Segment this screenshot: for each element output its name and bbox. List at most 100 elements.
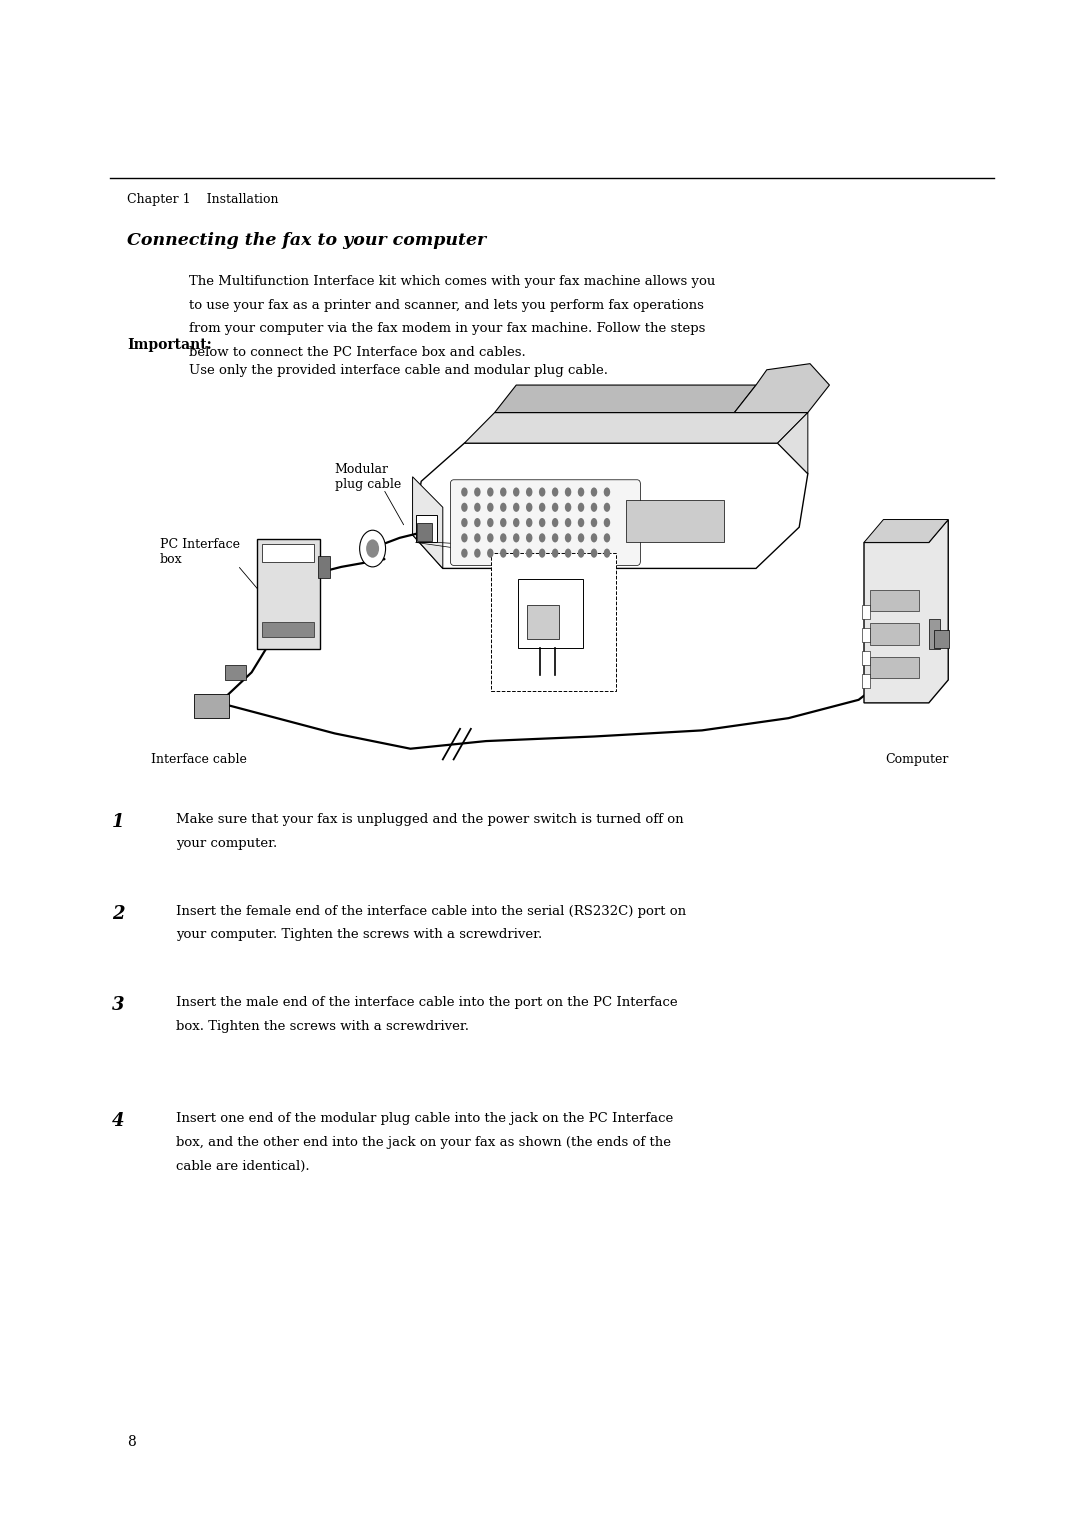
Bar [862,605,870,619]
Circle shape [474,487,481,497]
Circle shape [461,549,468,558]
Circle shape [474,503,481,512]
Text: Insert one end of the modular plug cable into the jack on the PC Interface: Insert one end of the modular plug cable… [176,1112,673,1126]
Text: 4: 4 [111,1112,124,1131]
Circle shape [578,518,584,527]
Circle shape [604,503,610,512]
Circle shape [539,503,545,512]
Polygon shape [864,520,948,703]
Bar [527,605,559,639]
Circle shape [474,518,481,527]
Circle shape [565,533,571,542]
Circle shape [513,487,519,497]
Polygon shape [778,413,808,474]
Circle shape [578,487,584,497]
Bar [870,657,919,678]
Circle shape [500,533,507,542]
Text: below to connect the PC Interface box and cables.: below to connect the PC Interface box an… [189,347,526,359]
Bar [518,579,583,648]
Circle shape [591,533,597,542]
Circle shape [604,487,610,497]
Bar [862,674,870,688]
Circle shape [552,549,558,558]
Circle shape [474,533,481,542]
Circle shape [604,549,610,558]
Text: Modular
plug cable: Modular plug cable [335,463,401,490]
Bar [194,694,229,718]
Bar [862,628,870,642]
Circle shape [578,549,584,558]
Circle shape [539,533,545,542]
Text: from your computer via the fax modem in your fax machine. Follow the steps: from your computer via the fax modem in … [189,322,705,336]
Bar [626,500,724,542]
FancyBboxPatch shape [450,480,640,565]
Text: 8: 8 [127,1435,136,1449]
Circle shape [526,518,532,527]
Circle shape [461,518,468,527]
Circle shape [461,487,468,497]
Text: Interface cable: Interface cable [151,753,247,767]
Text: The Multifunction Interface kit which comes with your fax machine allows you: The Multifunction Interface kit which co… [189,275,715,289]
Circle shape [487,487,494,497]
Circle shape [487,533,494,542]
Text: to use your fax as a printer and scanner, and lets you perform fax operations: to use your fax as a printer and scanner… [189,298,704,312]
Circle shape [604,533,610,542]
Circle shape [552,503,558,512]
Circle shape [565,487,571,497]
Bar [862,651,870,665]
Circle shape [513,549,519,558]
Text: Chapter 1    Installation: Chapter 1 Installation [127,193,279,206]
Text: your computer.: your computer. [176,836,278,850]
Text: Make sure that your fax is unplugged and the power switch is turned off on: Make sure that your fax is unplugged and… [176,813,684,827]
Circle shape [539,487,545,497]
Circle shape [526,503,532,512]
Bar [262,622,314,637]
Bar [870,590,919,611]
Circle shape [552,533,558,542]
Text: Insert the female end of the interface cable into the serial (RS232C) port on: Insert the female end of the interface c… [176,905,686,918]
Text: 1: 1 [111,813,124,831]
Circle shape [578,503,584,512]
Text: box. Tighten the screws with a screwdriver.: box. Tighten the screws with a screwdriv… [176,1021,469,1033]
Circle shape [565,503,571,512]
Bar [225,665,246,680]
Bar [870,623,919,645]
Circle shape [360,530,386,567]
Bar [416,515,437,542]
Text: 2: 2 [111,905,124,923]
Text: Connecting the fax to your computer: Connecting the fax to your computer [127,232,487,249]
Circle shape [366,539,379,558]
Text: box, and the other end into the jack on your fax as shown (the ends of the: box, and the other end into the jack on … [176,1137,671,1149]
Text: Computer: Computer [886,753,949,767]
Text: Important:: Important: [127,338,212,351]
Circle shape [552,518,558,527]
Polygon shape [864,520,948,542]
Circle shape [474,549,481,558]
Circle shape [591,549,597,558]
Circle shape [565,549,571,558]
Polygon shape [413,477,443,568]
Bar [257,539,320,649]
Circle shape [591,518,597,527]
Circle shape [591,503,597,512]
Circle shape [500,549,507,558]
Bar [417,523,432,541]
Circle shape [513,503,519,512]
Circle shape [500,518,507,527]
Circle shape [526,487,532,497]
Bar [262,544,314,562]
Circle shape [526,549,532,558]
Circle shape [578,533,584,542]
Text: PC Interface
box: PC Interface box [160,538,240,565]
Bar [934,630,949,648]
Polygon shape [734,364,829,413]
Circle shape [500,503,507,512]
Circle shape [513,518,519,527]
Circle shape [513,533,519,542]
Circle shape [552,487,558,497]
Circle shape [539,518,545,527]
Circle shape [500,487,507,497]
Circle shape [487,503,494,512]
Circle shape [487,518,494,527]
Circle shape [565,518,571,527]
